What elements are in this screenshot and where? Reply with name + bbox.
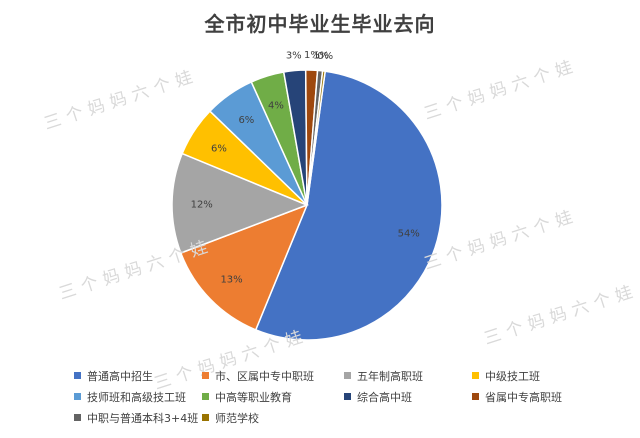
legend-label: 中高等职业教育 — [215, 390, 292, 404]
legend-swatch — [472, 372, 479, 379]
chart-title: 全市初中毕业生毕业去向 — [204, 12, 436, 36]
legend-label: 普通高中招生 — [87, 369, 153, 383]
legend-item: 综合高中班 — [344, 388, 472, 405]
legend-swatch — [202, 372, 209, 379]
legend-item: 五年制高职班 — [344, 367, 472, 384]
legend-item: 普通高中招生 — [74, 367, 202, 384]
legend-item: 师范学校 — [202, 409, 344, 426]
legend-swatch — [74, 372, 81, 379]
slice-data-label: 54% — [398, 228, 420, 239]
legend-label: 市、区属中专中职班 — [215, 369, 314, 383]
slice-data-label: 1% — [313, 51, 329, 62]
legend-swatch — [202, 414, 209, 421]
legend-swatch — [344, 372, 351, 379]
legend-swatch — [74, 393, 81, 400]
legend-item: 技师班和高级技工班 — [74, 388, 202, 405]
slice-data-label: 0% — [317, 51, 333, 62]
legend-label: 技师班和高级技工班 — [87, 390, 186, 404]
legend-item: 省属中专高职班 — [472, 388, 602, 405]
slice-data-label: 12% — [191, 200, 213, 211]
pie-slice — [306, 70, 327, 206]
legend-label: 综合高中班 — [357, 390, 412, 404]
legend-label: 省属中专高职班 — [485, 390, 562, 404]
slice-data-label: 6% — [238, 115, 254, 126]
legend-swatch — [344, 393, 351, 400]
legend-label: 中职与普通本科3+4班 — [87, 411, 199, 425]
legend-swatch — [472, 393, 479, 400]
slice-data-label: 3% — [286, 51, 302, 62]
legend-swatch — [74, 414, 81, 421]
legend-item: 中级技工班 — [472, 367, 602, 384]
pie-slice — [171, 152, 310, 254]
legend-item: 中高等职业教育 — [202, 388, 344, 405]
legend-item: 市、区属中专中职班 — [202, 367, 344, 384]
legend-swatch — [202, 393, 209, 400]
legend-label: 师范学校 — [215, 411, 259, 425]
pie-slice — [254, 70, 443, 341]
chart-legend: 普通高中招生 市、区属中专中职班 五年制高职班 中级技工班技师班和高级技工班 中高等职业… — [74, 367, 634, 426]
legend-item: 中职与普通本科3+4班 — [74, 409, 202, 426]
legend-label: 中级技工班 — [485, 369, 540, 383]
slice-data-label: 6% — [211, 143, 227, 154]
slice-data-label: 1% — [304, 50, 320, 61]
slice-data-label: 4% — [268, 100, 284, 111]
pie-slice — [179, 203, 309, 331]
legend-label: 五年制高职班 — [357, 369, 423, 383]
slice-data-label: 13% — [220, 274, 242, 285]
